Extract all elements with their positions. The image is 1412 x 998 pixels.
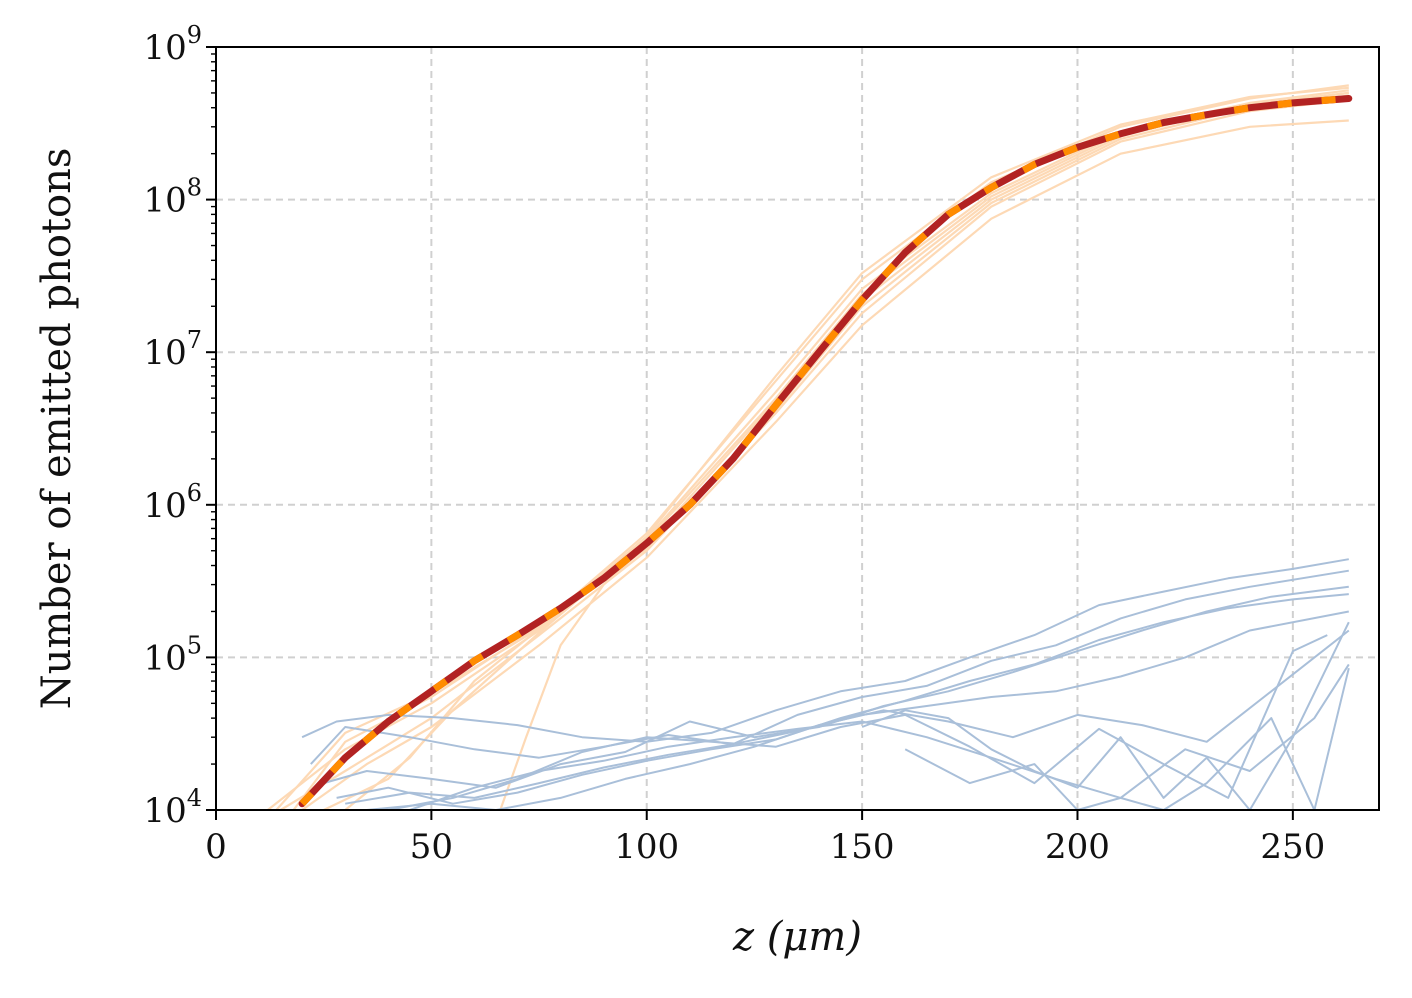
y-tick-base-4: 10 — [143, 181, 186, 221]
x-tick-label-0: 0 — [205, 827, 227, 867]
blue-run-line-3 — [336, 593, 1349, 805]
x-tick-label-2: 100 — [614, 827, 679, 867]
y-tick-base-0: 10 — [143, 791, 186, 831]
grid — [216, 47, 1379, 810]
blue-run-line-1 — [310, 569, 1349, 765]
y-tick-label-3: 107 — [143, 326, 202, 373]
y-tick-exponent-1: 5 — [187, 631, 202, 659]
blue-run-line-5 — [366, 629, 1350, 810]
x-tick-label-1: 50 — [410, 827, 453, 867]
mean-line — [298, 95, 1353, 808]
orange-run-line-0 — [267, 89, 1349, 810]
mean-line-dashed-0 — [299, 95, 1350, 807]
y-tick-exponent-0: 4 — [187, 784, 202, 812]
orange-run-line-7 — [275, 86, 1349, 810]
y-tick-exponent-5: 9 — [187, 21, 202, 49]
orange-run-line-3 — [301, 119, 1349, 810]
y-tick-label-1: 105 — [143, 631, 202, 678]
plot-frame — [215, 46, 1380, 811]
orange-run-line-5 — [344, 94, 1349, 810]
y-tick-base-3: 10 — [143, 333, 186, 373]
y-tick-exponent-2: 6 — [187, 479, 202, 507]
x-tick-label-3: 150 — [830, 827, 895, 867]
orange-run-line-4 — [323, 91, 1349, 810]
y-tick-base-1: 10 — [143, 638, 186, 678]
blue-run-line-4 — [345, 610, 1349, 805]
y-tick-label-0: 104 — [143, 784, 202, 831]
y-minor-ticks — [211, 53, 216, 765]
blue-run-line-6 — [388, 634, 1328, 810]
individual-orange-lines — [267, 84, 1349, 810]
y-axis-title: Number of emitted photons — [34, 148, 80, 710]
x-tick-label-4: 200 — [1045, 827, 1110, 867]
y-tick-label-2: 106 — [143, 479, 202, 526]
blue-run-line-0 — [301, 558, 1349, 743]
x-tick-label-5: 250 — [1260, 827, 1325, 867]
blue-run-line-8 — [861, 621, 1350, 810]
orange-run-line-1 — [280, 98, 1349, 810]
individual-blue-lines — [301, 558, 1350, 810]
y-tick-base-2: 10 — [143, 486, 186, 526]
blue-run-line-7 — [409, 663, 1350, 810]
blue-run-line-9 — [904, 667, 1350, 810]
y-tick-exponent-3: 7 — [187, 326, 202, 354]
y-tick-label-5: 109 — [143, 21, 202, 68]
x-axis-title: z (μm) — [732, 914, 862, 960]
y-tick-label-4: 108 — [143, 174, 202, 221]
y-tick-exponent-4: 8 — [187, 174, 202, 202]
x-axis: 0 50 100 150 200 250 — [205, 810, 1325, 867]
y-tick-base-5: 10 — [143, 28, 186, 68]
